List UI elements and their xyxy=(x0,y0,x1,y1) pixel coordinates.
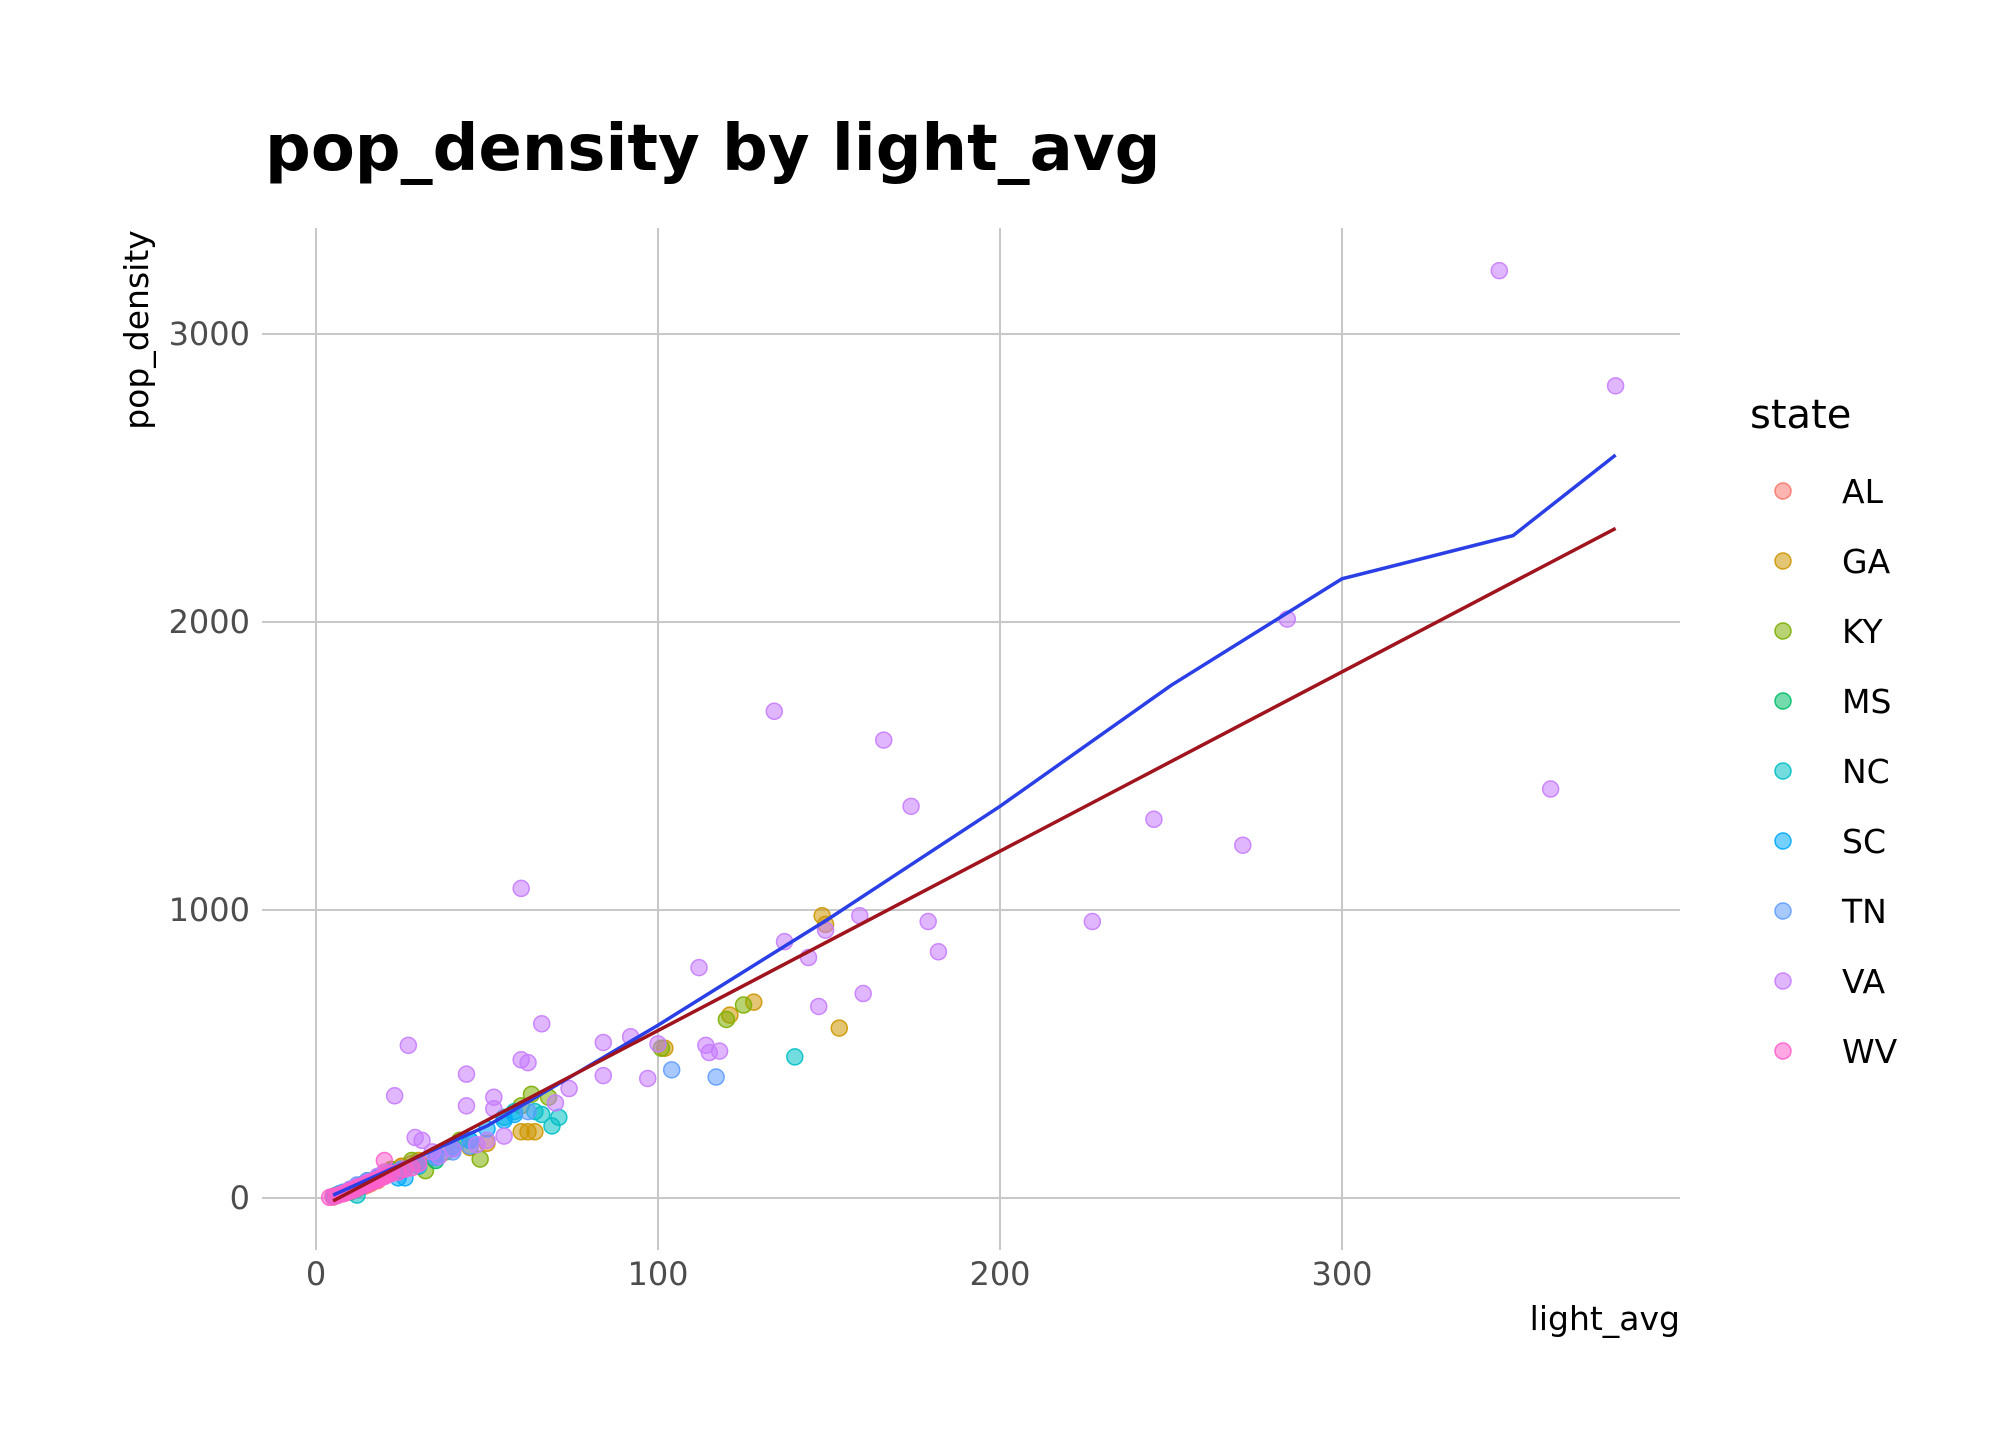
data-point-tn xyxy=(707,1068,725,1086)
data-point-ky xyxy=(717,1010,736,1029)
legend-label-ms: MS xyxy=(1842,682,1891,721)
y-tick-label: 0 xyxy=(230,1179,250,1217)
data-point-va xyxy=(690,958,708,977)
legend-key-ms xyxy=(1774,692,1792,710)
x-tick-labels: 0 100 200 300 xyxy=(306,1255,1373,1293)
x-tick-label: 300 xyxy=(1311,1255,1372,1293)
data-point-va xyxy=(495,1127,513,1145)
data-point-va xyxy=(649,1035,667,1053)
legend-key-al xyxy=(1774,482,1792,500)
data-point-va xyxy=(467,1135,486,1154)
data-point-va xyxy=(809,997,828,1016)
legend-label-sc: SC xyxy=(1842,822,1886,861)
data-point-tn xyxy=(662,1061,681,1079)
legend-key-nc xyxy=(1774,762,1792,780)
x-tick-label: 200 xyxy=(969,1255,1030,1293)
data-point-va xyxy=(560,1079,578,1098)
data-point-va xyxy=(457,1065,476,1083)
data-point-va xyxy=(512,879,530,898)
data-point-va xyxy=(638,1069,657,1088)
legend: state AL GA KY MS NC SC TN VA WV xyxy=(1750,392,1898,1071)
data-point-va xyxy=(1145,810,1163,829)
legend-label-ky: KY xyxy=(1842,612,1883,651)
y-tick-label: 3000 xyxy=(169,315,250,353)
legend-label-tn: TN xyxy=(1841,892,1887,931)
data-point-nc xyxy=(543,1117,561,1135)
data-point-va xyxy=(1234,836,1252,854)
data-point-va xyxy=(532,1015,551,1033)
y-tick-label: 1000 xyxy=(169,891,250,929)
legend-title: state xyxy=(1750,392,1851,438)
data-point-va xyxy=(594,1066,613,1085)
data-point-va xyxy=(1606,377,1625,395)
chart-title: pop_density by light_avg xyxy=(265,112,1160,186)
legend-key-wv xyxy=(1774,1042,1792,1060)
data-point-va xyxy=(710,1042,729,1060)
data-point-va xyxy=(594,1033,613,1052)
data-point-va xyxy=(919,912,937,931)
data-point-va xyxy=(399,1036,418,1055)
data-point-va xyxy=(385,1087,404,1105)
x-tick-label: 0 xyxy=(306,1255,326,1293)
data-point-va xyxy=(457,1097,476,1115)
legend-label-ga: GA xyxy=(1842,542,1891,581)
fit-line-2 xyxy=(332,526,1617,1203)
legend-label-va: VA xyxy=(1842,962,1885,1001)
legend-key-ga xyxy=(1774,552,1792,570)
grid-lines xyxy=(262,228,1680,1250)
fit-lines xyxy=(332,453,1617,1203)
legend-label-al: AL xyxy=(1842,472,1884,511)
data-point-va xyxy=(1083,912,1102,931)
legend-key-va xyxy=(1774,972,1792,990)
data-point-va xyxy=(519,1053,537,1072)
data-point-ky xyxy=(734,996,753,1014)
legend-label-wv: WV xyxy=(1842,1032,1898,1071)
legend-key-sc xyxy=(1774,832,1792,850)
data-point-ga xyxy=(830,1019,849,1037)
data-point-ga xyxy=(526,1123,544,1141)
legend-key-tn xyxy=(1774,902,1792,920)
x-tick-label: 100 xyxy=(627,1255,688,1293)
data-point-va xyxy=(765,702,784,721)
data-point-nc xyxy=(786,1048,804,1066)
data-point-va xyxy=(902,797,920,816)
y-axis-title: pop_density xyxy=(117,230,156,430)
y-tick-labels: 0 1000 2000 3000 xyxy=(169,315,250,1217)
data-point-va xyxy=(546,1094,565,1112)
data-point-va xyxy=(929,943,948,961)
fit-line-1 xyxy=(332,453,1617,1197)
legend-label-nc: NC xyxy=(1842,752,1890,791)
legend-key-ky xyxy=(1774,622,1792,640)
data-point-va xyxy=(1541,780,1560,798)
data-point-va xyxy=(854,984,872,1003)
x-axis-title: light_avg xyxy=(1530,1299,1680,1338)
data-points xyxy=(320,261,1625,1207)
data-point-va xyxy=(874,731,893,749)
data-point-va xyxy=(413,1131,431,1150)
data-point-va xyxy=(1490,261,1509,280)
y-tick-label: 2000 xyxy=(169,603,250,641)
data-point-wv xyxy=(375,1151,394,1170)
